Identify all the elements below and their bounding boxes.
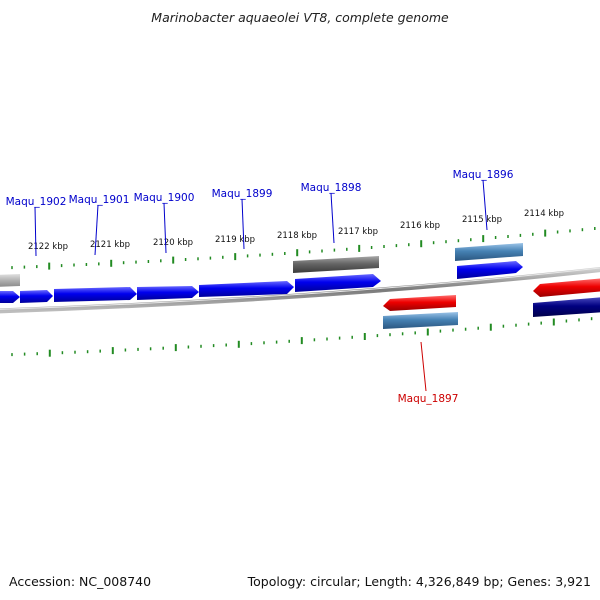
label-leader-line xyxy=(482,179,488,231)
upper-annotation-boxes xyxy=(0,243,523,287)
gene-arrow-partial-left[interactable] xyxy=(0,291,20,303)
gene-arrow-maqu-1897[interactable] xyxy=(383,295,456,311)
forward-strand-genes xyxy=(0,261,523,303)
scale-label: 2119 kbp xyxy=(215,235,255,245)
label-leader-line xyxy=(330,192,335,244)
gene-box-maqu-1895[interactable] xyxy=(533,297,600,317)
gene-box-maqu-1897[interactable] xyxy=(383,312,458,329)
label-leader-line xyxy=(420,341,427,392)
label-leader-line xyxy=(94,204,99,256)
label-leader-line xyxy=(241,198,245,250)
scale-ticks-lower xyxy=(11,317,593,357)
gene-arrow-maqu-1898-region[interactable] xyxy=(295,274,381,292)
scale-label: 2116 kbp xyxy=(400,221,440,231)
label-leader-line xyxy=(34,206,37,257)
gene-box-maqu-1898[interactable] xyxy=(293,256,379,273)
genome-backbone-highlight xyxy=(0,267,600,310)
gene-label-maqu-1901[interactable]: Maqu_1901 xyxy=(69,194,130,206)
accession-text: Accession: NC_008740 xyxy=(9,574,151,589)
scale-label: 2118 kbp xyxy=(277,231,317,241)
gene-arrow-maqu-1895[interactable] xyxy=(533,278,600,297)
reverse-strand-genes xyxy=(383,278,600,329)
scale-labels: 2122 kbp 2121 kbp 2120 kbp 2119 kbp 2118… xyxy=(28,209,564,252)
scale-ticks-upper xyxy=(11,227,596,270)
genome-summary-text: Topology: circular; Length: 4,326,849 bp… xyxy=(247,574,591,589)
gene-label-maqu-1896[interactable]: Maqu_1896 xyxy=(453,169,514,181)
gene-arrow-maqu-1896[interactable] xyxy=(457,261,523,279)
scale-label: 2117 kbp xyxy=(338,227,378,237)
gene-label-maqu-1900[interactable]: Maqu_1900 xyxy=(134,192,195,204)
genome-backbone xyxy=(0,267,600,314)
gene-arrow-maqu-1899[interactable] xyxy=(137,286,199,300)
gene-arrow-maqu-1900[interactable] xyxy=(54,287,137,302)
gene-box-maqu-1896[interactable] xyxy=(455,243,523,261)
label-leader-line xyxy=(163,202,167,254)
gene-label-maqu-1898[interactable]: Maqu_1898 xyxy=(301,182,362,194)
map-title: Marinobacter aquaeolei VT8, complete gen… xyxy=(151,10,449,25)
gene-label-maqu-1899[interactable]: Maqu_1899 xyxy=(212,188,273,200)
scale-label: 2121 kbp xyxy=(90,240,130,250)
scale-label: 2115 kbp xyxy=(462,215,502,225)
scale-label: 2120 kbp xyxy=(153,238,193,248)
gene-labels: Maqu_1902 Maqu_1901 Maqu_1900 Maqu_1899 … xyxy=(6,169,514,405)
gene-arrow-maqu-1901[interactable] xyxy=(20,290,53,303)
scale-label: 2114 kbp xyxy=(524,209,564,219)
gene-label-maqu-1902[interactable]: Maqu_1902 xyxy=(6,196,67,208)
scale-label: 2122 kbp xyxy=(28,242,68,252)
gene-arrow-maqu-1898-cds[interactable] xyxy=(199,281,294,297)
gene-label-maqu-1897[interactable]: Maqu_1897 xyxy=(398,393,459,405)
gene-box-partial-gray[interactable] xyxy=(0,274,20,287)
